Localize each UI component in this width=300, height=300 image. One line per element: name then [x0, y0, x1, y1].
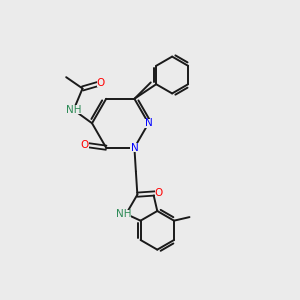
FancyBboxPatch shape [67, 105, 81, 114]
Text: O: O [81, 140, 89, 150]
Text: N: N [130, 143, 138, 153]
Text: N: N [145, 118, 152, 128]
FancyBboxPatch shape [144, 119, 153, 128]
Text: O: O [97, 78, 105, 88]
FancyBboxPatch shape [154, 189, 163, 197]
FancyBboxPatch shape [97, 79, 105, 87]
Text: NH: NH [116, 209, 131, 219]
FancyBboxPatch shape [116, 209, 131, 218]
Text: O: O [154, 188, 163, 198]
FancyBboxPatch shape [130, 143, 139, 152]
FancyBboxPatch shape [81, 141, 89, 149]
Text: NH: NH [66, 105, 81, 115]
